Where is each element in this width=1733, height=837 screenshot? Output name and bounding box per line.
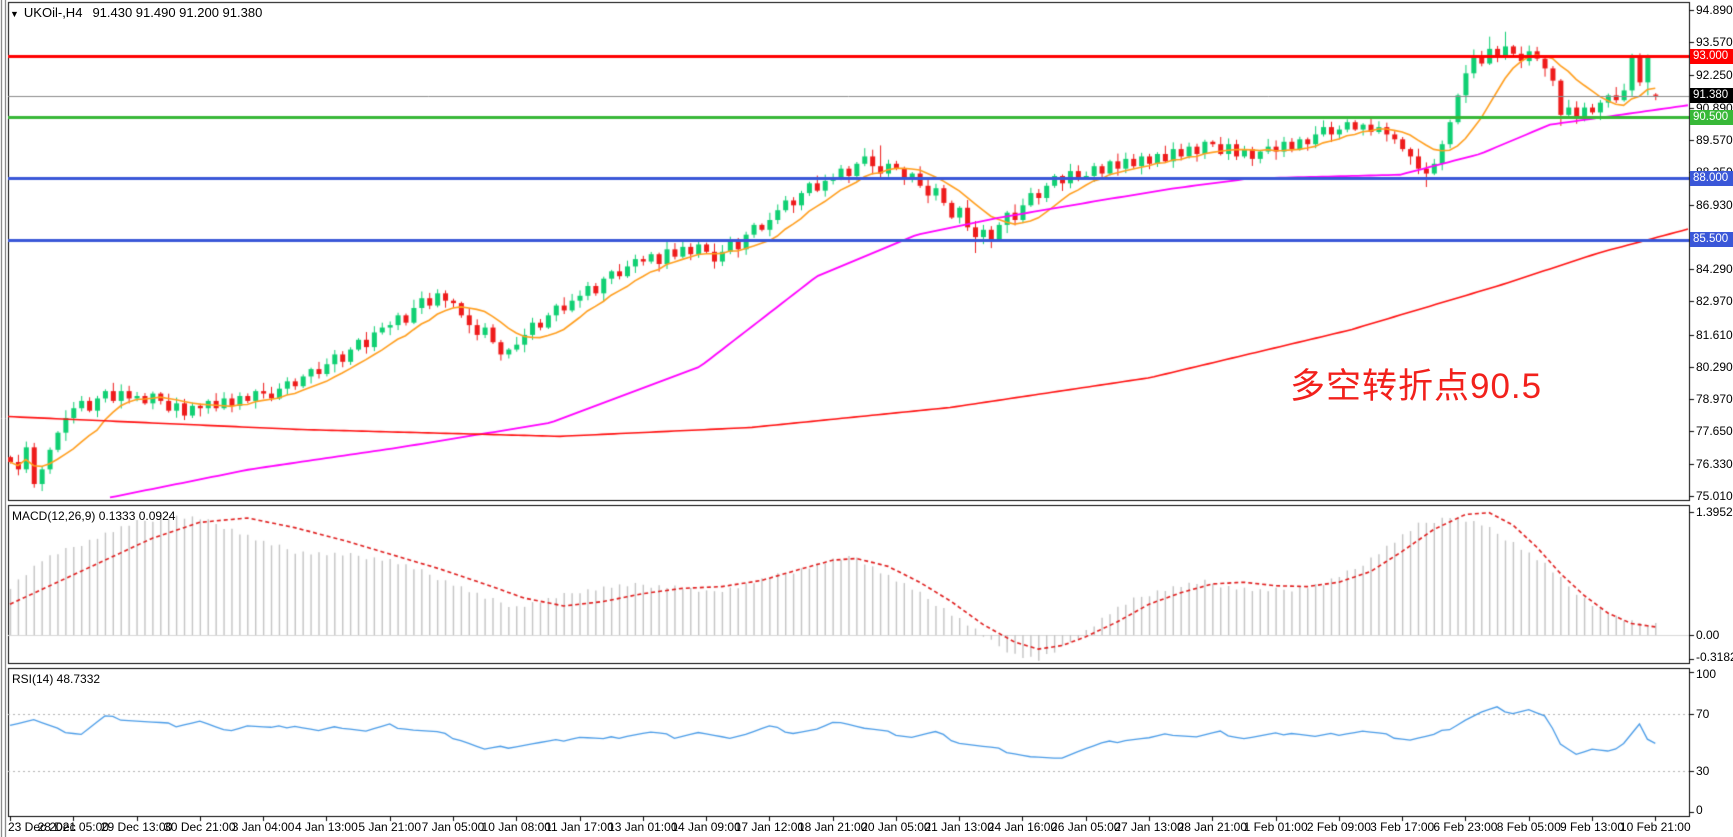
time-axis-label: 24 Jan 16:00	[987, 820, 1058, 834]
rsi-level-label: 0	[1696, 803, 1703, 817]
time-axis-label: 8 Feb 05:00	[1496, 820, 1561, 834]
macd-level-label: 0.00	[1696, 628, 1720, 642]
time-axis-label: 28 Dec 05:00	[37, 820, 109, 834]
annotation-text: 多空转折点90.5	[1290, 367, 1543, 406]
price-badge: 85.500	[1690, 232, 1733, 248]
time-axis-label: 18 Jan 21:00	[797, 820, 868, 834]
time-axis-label: 21 Jan 13:00	[924, 820, 994, 834]
price-tick-label: 93.570	[1696, 35, 1733, 50]
ohlc-values: 91.430 91.490 91.200 91.380	[92, 5, 263, 20]
rsi-level-label: 70	[1696, 707, 1710, 721]
macd-level-label: -0.3182	[1696, 650, 1733, 664]
time-axis-label: 3 Feb 17:00	[1370, 820, 1435, 834]
price-badge: 88.000	[1690, 170, 1733, 186]
rsi-level-label: 30	[1696, 764, 1710, 778]
price-tick-label: 86.930	[1696, 197, 1733, 212]
chart-title: ▼ UKOil-,H4 91.430 91.490 91.200 91.380	[10, 5, 262, 20]
price-tick-label: 80.290	[1696, 359, 1733, 374]
macd-level-label: 1.3952	[1696, 505, 1733, 520]
time-axis-label: 7 Jan 05:00	[421, 820, 485, 834]
time-axis-label: 14 Jan 09:00	[671, 820, 741, 834]
price-tick-label: 78.970	[1696, 392, 1733, 407]
time-axis-label: 1 Feb 01:00	[1243, 820, 1308, 834]
price-tick-label: 77.650	[1696, 424, 1733, 439]
price-badge: 93.000	[1690, 48, 1733, 64]
symbol-period-label: UKOil-,H4	[23, 5, 83, 20]
price-tick-label: 82.970	[1696, 294, 1733, 309]
time-axis-label: 3 Jan 04:00	[231, 820, 295, 834]
symbol-collapse-icon[interactable]: ▼	[10, 9, 19, 19]
rsi-level-label: 100	[1696, 667, 1717, 681]
time-axis-label: 13 Jan 01:00	[608, 820, 678, 834]
time-axis-label: 26 Jan 05:00	[1051, 820, 1121, 834]
time-axis-label: 2 Feb 09:00	[1306, 820, 1371, 834]
price-tick-label: 92.250	[1696, 67, 1733, 82]
price-tick-label: 81.610	[1696, 327, 1733, 342]
price-tick-label: 84.290	[1696, 262, 1733, 277]
price-tick-label: 94.890	[1696, 3, 1733, 17]
price-tick-label: 76.330	[1696, 456, 1733, 471]
price-tick-label: 89.570	[1696, 133, 1733, 148]
macd-indicator-label: MACD(12,26,9) 0.1333 0.0924	[12, 509, 176, 523]
time-axis-label: 9 Feb 13:00	[1559, 820, 1625, 834]
time-axis-label: 30 Dec 21:00	[164, 820, 236, 834]
price-badge: 90.500	[1690, 109, 1733, 125]
time-axis-label: 27 Jan 13:00	[1114, 820, 1184, 834]
price-tick-label: 75.010	[1696, 489, 1733, 503]
time-axis-label: 28 Jan 21:00	[1177, 820, 1248, 834]
time-axis-label: 17 Jan 12:00	[734, 820, 805, 834]
time-axis-label: 6 Feb 23:00	[1433, 820, 1498, 834]
time-axis-label: 11 Jan 17:00	[545, 820, 614, 834]
price-badge: 91.380	[1690, 88, 1733, 104]
time-axis-label: 4 Jan 13:00	[295, 820, 358, 834]
time-axis-label: 23 Dec 2021	[7, 820, 77, 834]
time-axis-label: 29 Dec 13:00	[100, 820, 173, 834]
rsi-indicator-label: RSI(14) 48.7332	[12, 672, 101, 686]
time-axis-label: 10 Jan 08:00	[481, 820, 551, 834]
time-axis-label: 20 Jan 05:00	[861, 820, 931, 834]
time-axis-label: 5 Jan 21:00	[358, 820, 422, 834]
time-axis-label: 10 Feb 21:00	[1619, 820, 1691, 834]
